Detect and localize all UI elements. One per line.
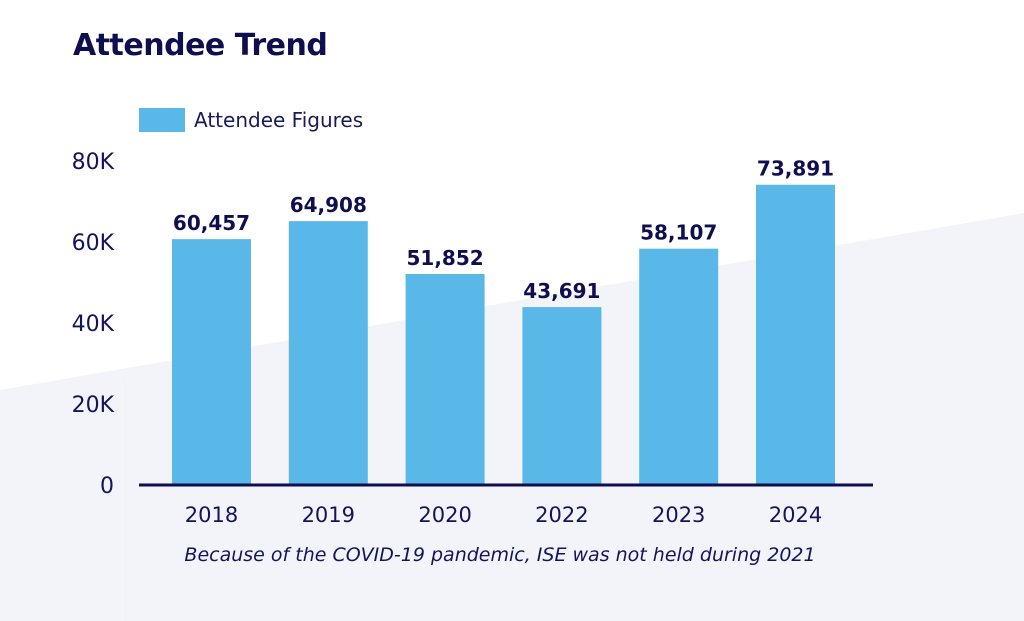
x-tick-label: 2022 bbox=[535, 503, 588, 527]
y-tick-label: 80K bbox=[72, 150, 115, 175]
x-tick-label: 2024 bbox=[769, 503, 822, 527]
caption-text: Because of the COVID-19 pandemic, ISE wa… bbox=[184, 544, 816, 566]
y-tick-label: 40K bbox=[72, 312, 115, 337]
y-tick-label: 0 bbox=[100, 474, 114, 499]
chart-title: Attendee Trend bbox=[73, 28, 328, 63]
data-label: 58,107 bbox=[640, 221, 717, 245]
x-tick-label: 2023 bbox=[652, 503, 705, 527]
data-label: 73,891 bbox=[757, 157, 834, 181]
y-tick-label: 20K bbox=[72, 393, 115, 418]
x-tick-label: 2018 bbox=[185, 503, 238, 527]
bar-2018 bbox=[172, 239, 251, 484]
chart-caption: Because of the COVID-19 pandemic, ISE wa… bbox=[0, 544, 1000, 566]
bar-2019 bbox=[288, 221, 368, 484]
legend-swatch bbox=[139, 108, 185, 132]
bar-2024 bbox=[756, 184, 835, 484]
data-label: 60,457 bbox=[173, 211, 250, 235]
data-label: 51,852 bbox=[407, 246, 484, 270]
data-label: 64,908 bbox=[290, 193, 367, 217]
y-tick-label: 60K bbox=[72, 231, 115, 256]
x-tick-label: 2020 bbox=[418, 503, 471, 527]
bar-2022 bbox=[522, 307, 602, 484]
data-label: 43,691 bbox=[523, 279, 600, 303]
legend-label: Attendee Figures bbox=[194, 108, 364, 132]
legend: Attendee Figures bbox=[139, 108, 363, 132]
x-tick-label: 2019 bbox=[302, 503, 355, 527]
bar-2020 bbox=[405, 273, 485, 484]
bar-2023 bbox=[639, 248, 719, 484]
